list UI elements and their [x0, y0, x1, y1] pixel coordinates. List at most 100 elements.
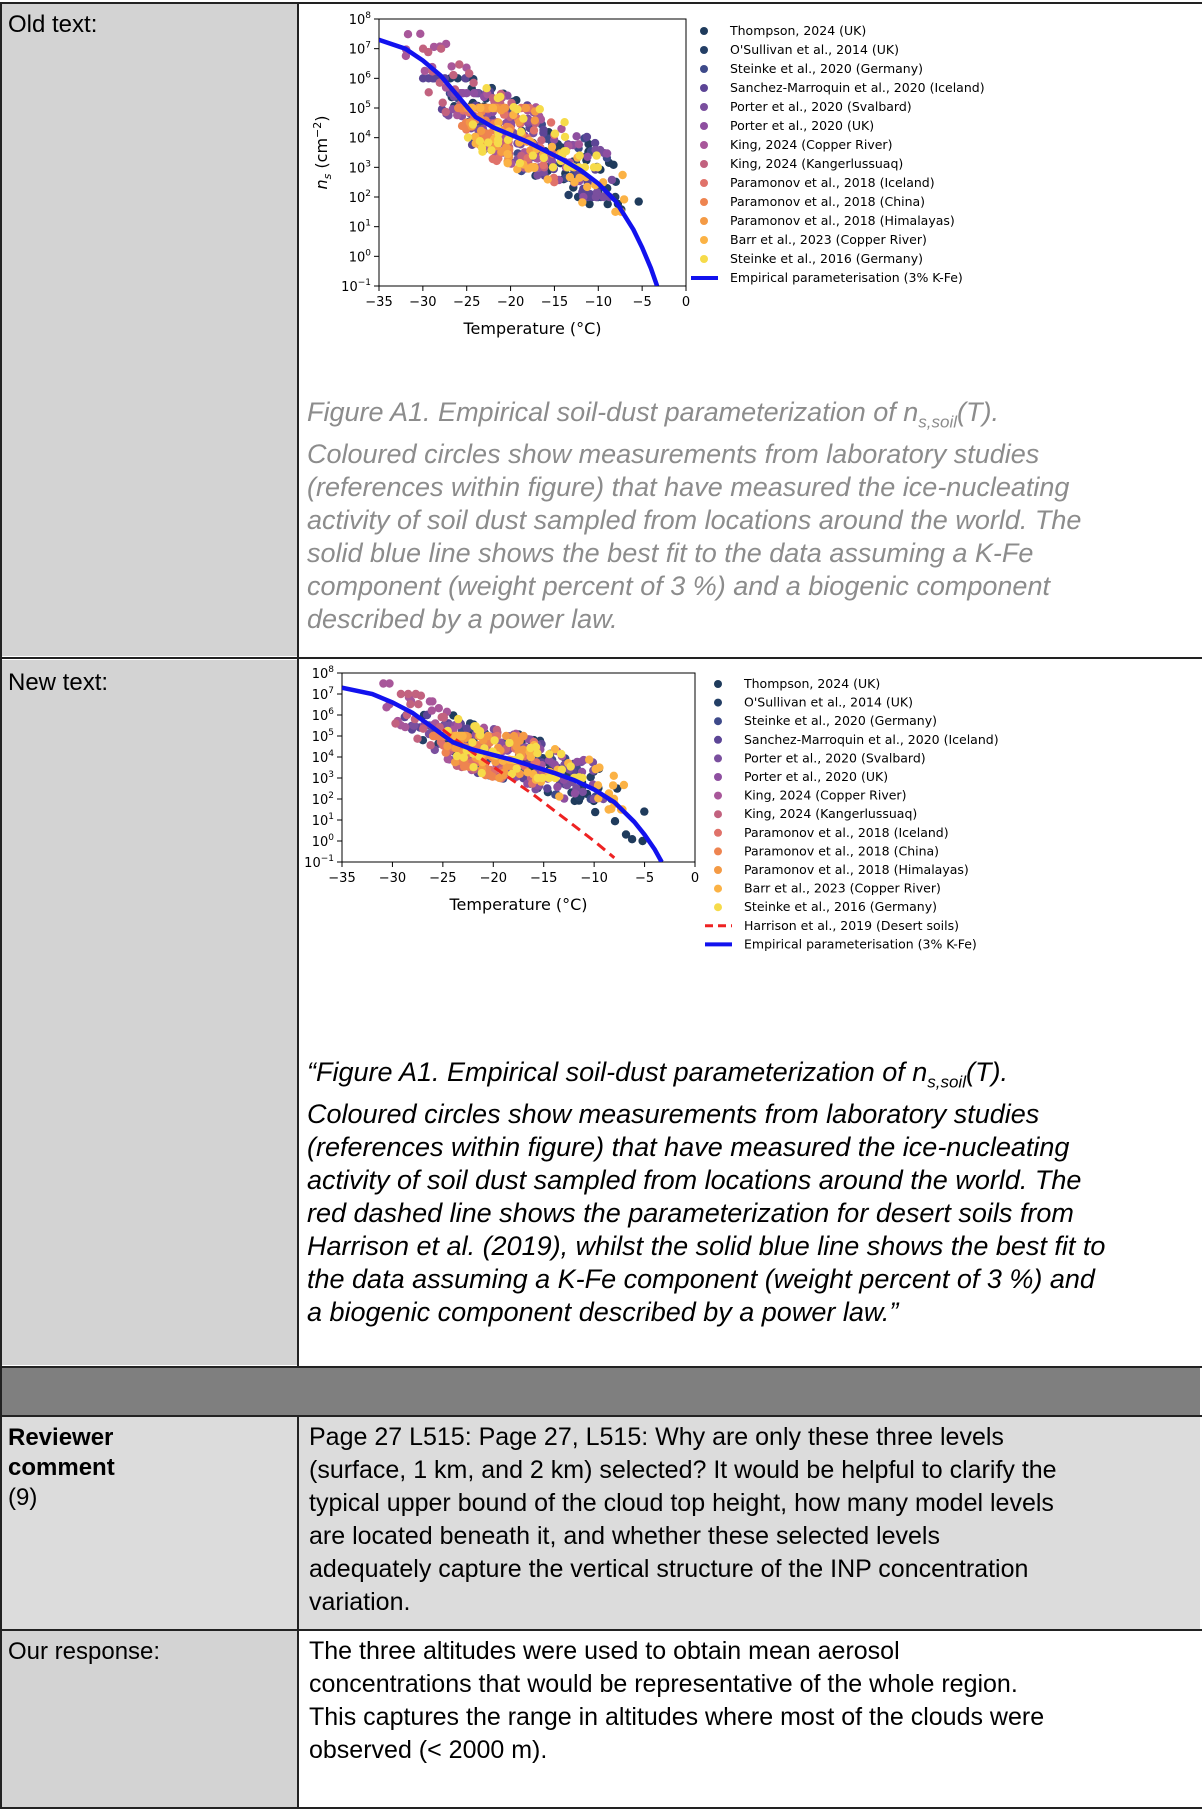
data-point	[627, 835, 637, 844]
data-point	[543, 175, 552, 184]
plot-frame	[341, 672, 696, 863]
legend-marker	[714, 866, 722, 874]
y-tick-label: 107	[312, 686, 334, 703]
response-line: The three altitudes were used to obtain …	[309, 1637, 900, 1665]
data-point	[578, 787, 587, 797]
legend-label: Porter et al., 2020 (Svalbard)	[730, 99, 912, 114]
new-label-cell	[2, 660, 297, 1365]
data-point	[385, 679, 394, 688]
old-text-label: Old text:	[8, 11, 98, 38]
data-point	[619, 780, 629, 790]
data-point	[413, 734, 422, 743]
data-point	[424, 88, 433, 97]
data-point	[418, 44, 428, 53]
data-point	[599, 192, 608, 202]
data-point	[500, 768, 509, 777]
data-point	[406, 700, 415, 709]
data-point	[462, 724, 472, 733]
data-point	[565, 172, 575, 182]
legend-marker	[714, 698, 722, 707]
data-point	[564, 190, 573, 200]
new-figure-caption: “Figure A1. Empirical soil-dust paramete…	[307, 1056, 1192, 1329]
legend-label: Paramonov et al., 2018 (China)	[744, 843, 939, 858]
data-point	[437, 713, 446, 722]
data-point	[473, 725, 482, 734]
reviewer-comment-line: are located beneath it, and whether thes…	[309, 1522, 940, 1550]
old-caption-line: described by a power law.	[307, 604, 618, 635]
data-point	[546, 118, 556, 127]
legend-marker	[714, 828, 722, 837]
data-point	[547, 142, 557, 152]
data-point	[543, 784, 552, 793]
old-label-cell	[2, 4, 297, 656]
legend-marker	[714, 773, 722, 781]
x-tick-label: −5	[635, 871, 654, 886]
legend-marker	[700, 122, 708, 130]
data-point	[619, 195, 629, 204]
data-point	[449, 70, 458, 80]
data-point	[550, 745, 560, 754]
data-point	[537, 136, 546, 145]
response-line: concentrations that would be representat…	[309, 1670, 1018, 1698]
response-line: observed (< 2000 m).	[309, 1736, 548, 1764]
data-point	[419, 724, 428, 733]
legend-label: O'Sullivan et al., 2014 (UK)	[744, 695, 913, 710]
legend-label: Empirical parameterisation (3% K-Fe)	[744, 936, 977, 951]
legend-marker	[714, 791, 722, 800]
data-point	[404, 689, 413, 699]
data-point	[463, 133, 473, 142]
data-point	[443, 754, 452, 764]
data-point	[604, 805, 613, 814]
data-point	[465, 69, 474, 78]
data-point	[560, 132, 570, 142]
data-point	[443, 742, 452, 751]
data-point	[457, 121, 467, 131]
data-point	[574, 140, 584, 149]
data-point	[602, 149, 612, 158]
data-point	[609, 771, 618, 780]
data-point	[468, 120, 478, 129]
y-tick-label: 104	[312, 749, 335, 766]
data-point	[477, 143, 487, 152]
old-figure-chart: −35 −30 −25 −20 −15 −10 −5 0 10−1 100 101 102 103 104…	[311, 11, 985, 338]
data-point	[494, 135, 503, 144]
legend-marker	[714, 754, 722, 763]
legend-label: Sanchez-Marroquin et al., 2020 (Iceland)	[744, 732, 999, 747]
data-point	[557, 749, 566, 759]
legend-label: Sanchez-Marroquin et al., 2020 (Iceland)	[730, 80, 985, 95]
y-tick-label: 101	[349, 219, 371, 236]
data-point	[475, 137, 485, 146]
reviewer-label-line1: Reviewer	[8, 1424, 114, 1451]
data-point	[621, 830, 631, 839]
data-point	[436, 44, 446, 53]
x-tick-label: −35	[328, 871, 355, 886]
reviewer-comment-text: Page 27 L515: Page 27, L515: Why are onl…	[309, 1421, 1194, 1619]
data-point	[535, 105, 544, 114]
reviewer-comment-line: typical upper bound of the cloud top hei…	[309, 1489, 1054, 1517]
data-point	[555, 792, 564, 801]
data-point	[611, 207, 620, 216]
plot-frame	[378, 18, 687, 287]
legend-label: King, 2024 (Copper River)	[730, 137, 892, 152]
data-point	[488, 772, 497, 781]
data-point	[529, 126, 539, 135]
data-point	[560, 118, 569, 127]
new-caption-line: a biogenic component described by a powe…	[307, 1297, 899, 1328]
data-point	[453, 721, 463, 730]
data-point	[416, 29, 425, 38]
data-point	[550, 129, 560, 138]
separator-row	[2, 1367, 1200, 1415]
legend-marker	[700, 236, 708, 244]
data-point	[539, 153, 548, 163]
reviewer-label-line2: comment	[8, 1454, 115, 1481]
data-point	[608, 781, 618, 790]
legend-label: Paramonov et al., 2018 (Himalayas)	[730, 213, 955, 228]
data-point	[476, 126, 486, 136]
desert-soil-line	[441, 728, 616, 859]
data-point	[420, 66, 429, 76]
data-point	[452, 731, 462, 741]
data-point	[401, 51, 411, 61]
data-point	[396, 689, 406, 699]
y-tick-label: 100	[349, 248, 372, 265]
